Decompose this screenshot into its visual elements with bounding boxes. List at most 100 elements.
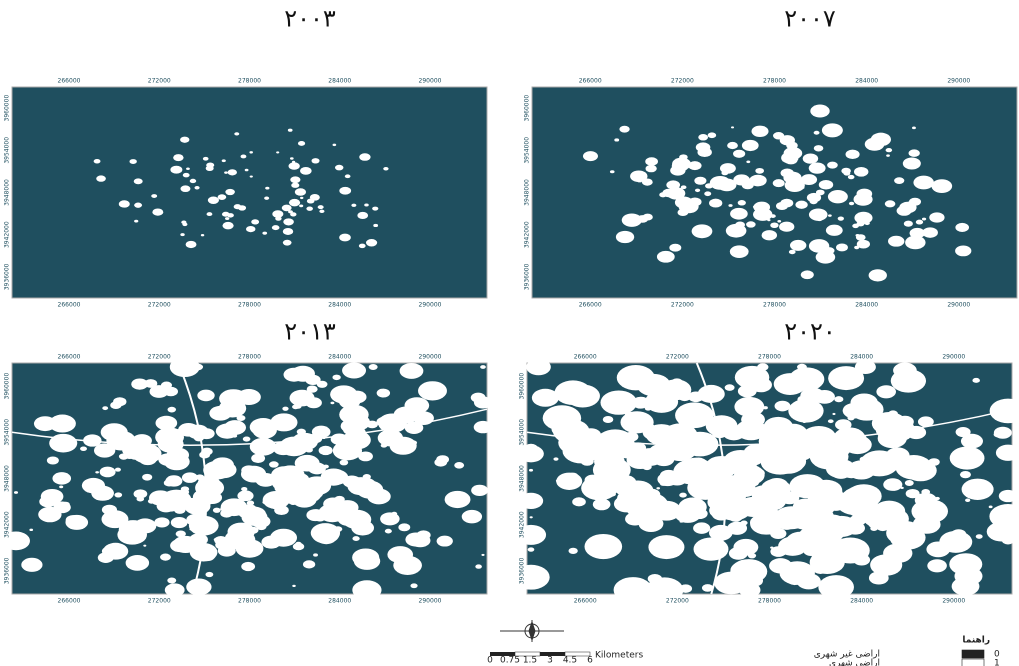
x-coordinate-label: 272000: [671, 78, 694, 85]
urban-patch: [848, 175, 855, 179]
urban-patch: [801, 506, 835, 528]
urban-patch: [851, 393, 878, 411]
urban-patch: [289, 199, 300, 206]
urban-patch: [828, 190, 848, 203]
urban-patch: [524, 444, 538, 453]
urban-patch: [831, 538, 870, 564]
urban-patch: [212, 482, 218, 486]
urban-patch: [773, 179, 785, 187]
urban-patch: [922, 218, 926, 221]
urban-patch: [283, 218, 294, 225]
legend-swatch: [962, 659, 984, 666]
x-coordinate-label: 290000: [419, 302, 442, 309]
urban-patch: [206, 166, 214, 171]
urban-patch: [876, 385, 896, 398]
urban-patch: [400, 363, 424, 379]
x-coordinate-label: 272000: [148, 598, 171, 605]
urban-patch: [194, 186, 199, 189]
urban-patch: [790, 240, 806, 251]
x-coordinate-label: 290000: [947, 302, 970, 309]
urban-patch: [225, 217, 229, 220]
urban-patch: [996, 445, 1019, 461]
urban-patch: [197, 390, 214, 402]
urban-patch: [603, 416, 614, 423]
urban-patch: [644, 467, 647, 469]
urban-patch: [165, 475, 182, 486]
urban-patch: [148, 499, 155, 504]
urban-patch: [730, 245, 749, 258]
x-coordinate-label: 278000: [763, 302, 786, 309]
urban-patch: [21, 558, 42, 572]
urban-patch: [480, 365, 486, 369]
urban-patch: [288, 129, 293, 132]
urban-patch: [530, 516, 533, 518]
urban-patch: [311, 523, 340, 543]
urban-patch: [822, 123, 843, 137]
urban-patch: [905, 480, 914, 486]
urban-patch: [955, 223, 969, 232]
x-coordinate-label: 272000: [666, 354, 689, 361]
y-coordinate-label: 3948000: [519, 465, 526, 492]
urban-patch: [738, 200, 746, 205]
urban-patch: [670, 165, 685, 175]
urban-patch: [751, 126, 768, 137]
x-coordinate-label: 290000: [947, 78, 970, 85]
y-coordinate-label: 3948000: [4, 179, 11, 206]
urban-patch: [816, 190, 825, 196]
urban-patch: [293, 543, 304, 551]
urban-patch: [1002, 536, 1014, 544]
urban-patch: [80, 446, 87, 451]
urban-patch: [604, 403, 615, 410]
urban-patch: [303, 476, 331, 495]
urban-patch: [250, 438, 277, 456]
urban-patch: [222, 159, 226, 162]
y-coordinate-label: 3936000: [524, 263, 531, 290]
urban-patch: [555, 380, 592, 405]
urban-patch: [994, 427, 1012, 439]
urban-patch: [352, 580, 381, 600]
urban-patch: [142, 474, 152, 481]
urban-patch: [272, 210, 283, 217]
urban-patch: [369, 364, 378, 370]
urban-patch: [838, 217, 844, 221]
urban-patch: [339, 234, 351, 242]
y-coordinate-label: 3936000: [4, 263, 11, 290]
urban-patch: [216, 424, 239, 439]
urban-patch: [343, 476, 361, 488]
urban-patch: [445, 491, 471, 508]
urban-patch: [352, 536, 359, 541]
urban-patch: [351, 204, 356, 207]
urban-patch: [913, 515, 941, 534]
urban-patch: [801, 533, 805, 535]
urban-patch: [849, 515, 866, 526]
urban-patch: [418, 381, 447, 400]
urban-patch: [730, 559, 767, 584]
x-coordinate-label: 272000: [148, 302, 171, 309]
urban-patch: [847, 460, 876, 479]
x-coordinate-label: 278000: [758, 598, 781, 605]
urban-patch: [222, 222, 233, 229]
urban-patch: [926, 541, 950, 557]
urban-patch: [238, 508, 253, 518]
y-coordinate-label: 3936000: [519, 557, 526, 584]
urban-patch: [773, 132, 784, 139]
y-coordinate-label: 3942000: [4, 221, 11, 248]
urban-patch: [553, 457, 558, 460]
urban-patch: [779, 205, 782, 207]
urban-patch: [167, 577, 176, 583]
urban-patch: [727, 142, 738, 149]
urban-patch: [180, 233, 184, 236]
urban-patch: [207, 212, 213, 216]
urban-patch: [704, 191, 711, 196]
urban-patch: [131, 379, 148, 390]
urban-patch: [774, 373, 807, 395]
urban-patch: [972, 378, 980, 383]
panel-title: ۲۰۰۷: [784, 5, 836, 33]
urban-patch: [832, 413, 835, 415]
urban-patch: [201, 234, 204, 236]
urban-patch: [101, 423, 128, 441]
urban-patch: [474, 421, 493, 433]
scale-label: 6: [587, 656, 593, 666]
urban-patch: [610, 170, 615, 173]
urban-patch: [653, 452, 674, 466]
